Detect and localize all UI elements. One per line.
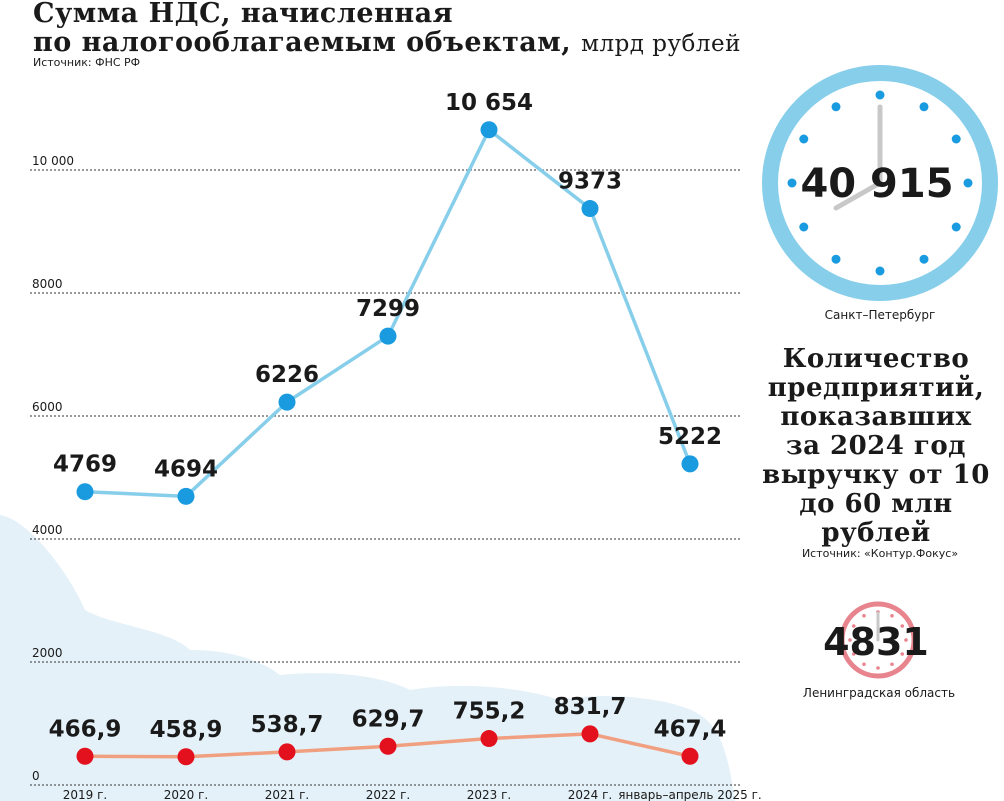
clock-icon-lo xyxy=(839,601,917,679)
data-label: 458,9 xyxy=(150,717,223,743)
clock-dot xyxy=(799,134,809,144)
clock-dot xyxy=(890,613,894,618)
x-category-labels: 2019 г. 2020 г. 2021 г. 2022 г. 2023 г. 2024 … xyxy=(63,788,762,801)
y-tick-label: 4000 xyxy=(32,523,63,537)
data-label: 467,4 xyxy=(654,716,727,742)
y-tick-label: 0 xyxy=(32,769,40,783)
data-label: 755,2 xyxy=(453,699,526,725)
clock-dots xyxy=(787,90,973,276)
clock-dot xyxy=(963,178,973,188)
data-point xyxy=(76,747,94,765)
data-point xyxy=(379,737,397,755)
x-tick-label: 2021 г. xyxy=(265,788,309,801)
x-tick-label: 2019 г. xyxy=(63,788,107,801)
clock-dot xyxy=(799,222,809,232)
data-label: 10 654 xyxy=(445,90,533,116)
clock-dot xyxy=(875,266,885,276)
cloud-decoration xyxy=(0,515,735,801)
spb-value: 40 915 xyxy=(800,161,953,207)
clock-dot xyxy=(900,624,905,628)
data-point xyxy=(278,743,296,761)
data-point xyxy=(177,748,195,766)
data-point xyxy=(76,483,94,501)
data-point xyxy=(681,455,699,473)
x-tick-label: 2020 г. xyxy=(164,788,208,801)
x-tick-label: 2024 г. xyxy=(568,788,612,801)
clock-dot xyxy=(831,102,841,112)
data-label: 9373 xyxy=(558,169,622,195)
clock-dot xyxy=(787,178,797,188)
chart-title-main: по налогооблагаемым объектам, xyxy=(33,27,572,58)
x-tick-label: январь–апрель 2025 г. xyxy=(618,788,761,801)
data-point xyxy=(681,747,699,765)
right-panel-title: Количество предприятий, показавших за 20… xyxy=(762,344,990,548)
y-tick-label: 8000 xyxy=(32,277,63,291)
data-label: 466,9 xyxy=(49,716,122,742)
x-tick-label: 2022 г. xyxy=(366,788,410,801)
data-label: 4769 xyxy=(53,452,117,478)
data-point xyxy=(177,487,195,505)
clock-dot xyxy=(848,638,852,642)
y-tick-label: 2000 xyxy=(32,646,63,660)
clock-dot xyxy=(862,613,866,618)
clock-dot xyxy=(919,102,929,112)
chart-source: Источник: ФНС РФ xyxy=(33,56,141,69)
clock-dot xyxy=(831,254,841,264)
data-label: 831,7 xyxy=(554,694,627,720)
clock-dot xyxy=(862,662,866,667)
clock-dot xyxy=(951,134,961,144)
data-point xyxy=(278,393,296,411)
clock-dot xyxy=(951,222,961,232)
series-points xyxy=(76,121,699,766)
clock-dot xyxy=(919,254,929,264)
data-point xyxy=(581,725,599,743)
clock-dot xyxy=(904,638,908,642)
lo-value: 4831 xyxy=(823,620,929,664)
y-tick-labels: 0 2000 4000 6000 8000 10 000 xyxy=(32,154,74,783)
data-label: 7299 xyxy=(356,296,420,322)
right-panel-source: Источник: «Контур.Фокус» xyxy=(801,547,959,560)
data-point xyxy=(480,730,498,748)
data-label: 4694 xyxy=(154,456,218,482)
clock-dot xyxy=(851,652,856,656)
data-point xyxy=(379,327,397,345)
clock-dot xyxy=(851,624,856,628)
data-point xyxy=(480,121,498,139)
clock-dot xyxy=(876,666,880,670)
data-label: 629,7 xyxy=(352,706,425,732)
y-tick-label: 10 000 xyxy=(32,154,74,168)
clock-icon-spb xyxy=(762,65,998,301)
chart-title-line2: по налогооблагаемым объектам, млрд рубле… xyxy=(33,27,741,58)
data-label: 538,7 xyxy=(251,712,324,738)
chart-title-line1: Сумма НДС, начисленная xyxy=(33,0,454,29)
data-label: 5222 xyxy=(658,424,722,450)
y-tick-label: 6000 xyxy=(32,400,63,414)
chart-title-unit: млрд рублей xyxy=(581,31,741,57)
clock-dot xyxy=(900,652,905,656)
clock-dot xyxy=(890,662,894,667)
series-data-labels: 4769 4694 6226 7299 10 654 9373 5222 466,9 458,9… xyxy=(49,90,727,743)
clock-dot xyxy=(875,90,885,100)
x-tick-label: 2023 г. xyxy=(467,788,511,801)
data-point xyxy=(581,200,599,218)
spb-label: Санкт–Петербург xyxy=(825,308,936,322)
data-label: 6226 xyxy=(255,362,319,388)
lo-label: Ленинградская область xyxy=(803,686,955,700)
